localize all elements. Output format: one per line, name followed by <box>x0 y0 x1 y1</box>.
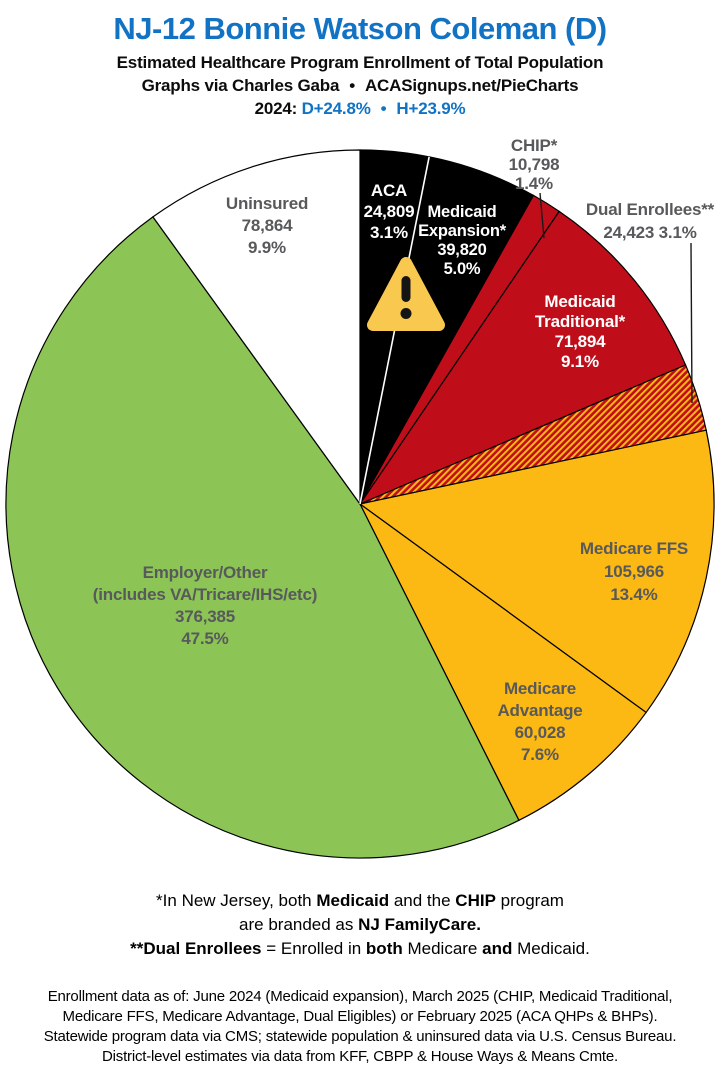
label-line: Medicaid <box>544 292 616 311</box>
label-line: Statewide program data via CMS; statewid… <box>43 1028 677 1045</box>
slice-label-medicare-advantage: Medicare Advantage 60,028 7.6% <box>497 678 582 766</box>
label-line: Dual Enrollees** <box>585 200 715 219</box>
pie-slice <box>152 149 361 506</box>
label-line: 105,966 <box>603 562 665 581</box>
label-line: 13.4% <box>610 585 658 604</box>
slice-label-medicaid-expansion: Medicaid Expansion* 39,820 5.0% <box>418 203 506 279</box>
label-line: ACA <box>370 181 408 200</box>
label-line: Advantage <box>497 701 583 720</box>
label-line: 9.9% <box>248 238 286 257</box>
label-line: Employer/Other <box>142 563 268 582</box>
pie-slice <box>358 210 687 506</box>
label-line: Uninsured <box>225 194 309 213</box>
chip-pointer-line <box>539 192 545 239</box>
label-line: Medicaid <box>427 203 497 221</box>
footnote-line: *In New Jersey, both Medicaid and the CH… <box>156 891 564 910</box>
bullet-separator: • <box>380 99 387 118</box>
margin-line: 2024: D+24.8% • H+23.9% <box>0 99 720 119</box>
footnotes: *In New Jersey, both Medicaid and the CH… <box>0 889 720 961</box>
slice-label-aca: ACA 24,809 3.1% <box>364 180 415 243</box>
margin-h: H+23.9% <box>396 99 466 118</box>
label-line: Medicare FFS, Medicare Advantage, Dual E… <box>62 1008 658 1025</box>
label-line: 1.4% <box>515 174 553 193</box>
year-label: 2024: <box>254 99 298 118</box>
label-line: 10,798 <box>508 155 560 174</box>
label-line: 60,028 <box>514 723 566 742</box>
label-line: Expansion* <box>418 222 506 240</box>
slice-label-employer-other: Employer/Other (includes VA/Tricare/IHS/e… <box>92 562 318 650</box>
label-line: 5.0% <box>443 260 481 278</box>
page-title: NJ-12 Bonnie Watson Coleman (D) <box>113 11 607 46</box>
label-line: 71,894 <box>554 332 606 351</box>
slice-label-medicaid-traditional: Medicaid Traditional* 71,894 9.1% <box>535 292 625 372</box>
label-line: 78,864 <box>241 216 293 235</box>
label-line: 24,423 3.1% <box>603 223 697 242</box>
bullet-separator: • <box>349 76 355 95</box>
dual-pointer-line <box>690 242 693 404</box>
label-line: 7.6% <box>521 745 559 764</box>
label-line: 3.1% <box>370 223 408 242</box>
footnote-line: **Dual Enrollees = Enrolled in both Medi… <box>130 939 590 958</box>
label-line: 47.5% <box>181 629 229 648</box>
slice-label-dual-enrollees: Dual Enrollees** 24,423 3.1% <box>586 198 714 244</box>
chart-area: ACA 24,809 3.1% Medicaid Expansion* 39,820 5.… <box>5 136 715 859</box>
label-line: Enrollment data as of: June 2024 (Medica… <box>47 988 673 1005</box>
footnote-line: are branded as NJ FamilyCare. <box>239 915 481 934</box>
label-line: Medicare FFS <box>579 539 689 558</box>
subtitle: Estimated Healthcare Program Enrollment … <box>116 53 604 72</box>
credit-site: ACASignups.net/PieCharts <box>364 76 579 95</box>
label-line: (includes VA/Tricare/IHS/etc) <box>92 585 318 604</box>
margin-d: D+24.8% <box>301 99 371 118</box>
slice-label-medicare-ffs: Medicare FFS 105,966 13.4% <box>580 537 688 606</box>
pie-chart <box>5 149 715 859</box>
credit-text: Graphs via Charles Gaba <box>141 76 340 95</box>
source-notes: Enrollment data as of: June 2024 (Medica… <box>0 987 720 1067</box>
label-line: Medicare <box>503 679 577 698</box>
label-line: Traditional* <box>534 312 626 331</box>
label-line: CHIP* <box>510 136 558 155</box>
pie-slices <box>5 149 715 859</box>
label-line: 39,820 <box>437 241 487 259</box>
pie-slice <box>358 429 715 714</box>
pie-slice <box>359 503 647 822</box>
label-line: 9.1% <box>561 352 599 371</box>
pie-slice <box>5 216 520 859</box>
label-line: 24,809 <box>363 202 415 221</box>
credit-line: Graphs via Charles Gaba • ACASignups.net/P… <box>0 76 720 96</box>
slice-label-chip: CHIP* 10,798 1.4% <box>509 136 560 193</box>
slice-label-uninsured: Uninsured 78,864 9.9% <box>226 193 308 259</box>
label-line: 376,385 <box>174 607 236 626</box>
warning-triangle-icon <box>367 257 445 331</box>
label-line: District-level estimates via data from K… <box>102 1048 618 1065</box>
